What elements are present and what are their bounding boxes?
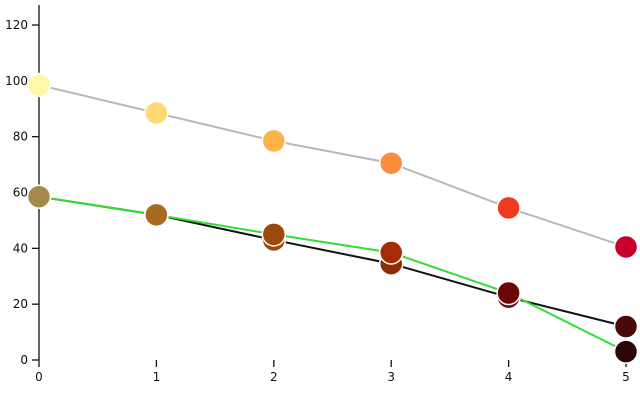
x-tick-label: 1 <box>153 370 161 384</box>
series-1-point <box>261 128 287 154</box>
y-tick-label: 80 <box>13 130 28 144</box>
series-3-point <box>613 339 639 364</box>
x-tick-label: 0 <box>35 370 43 384</box>
series-2-point <box>613 314 639 339</box>
series-3-point <box>378 240 404 265</box>
x-tick-label: 4 <box>505 370 513 384</box>
series-1-point <box>26 72 52 98</box>
series-3-line <box>38 195 627 353</box>
chart-axes: 0 20 40 60 80 100 120 0 1 2 3 4 5 <box>5 5 630 384</box>
series-3-point <box>26 184 52 209</box>
series-1-point <box>613 234 639 260</box>
y-tick-label: 100 <box>5 74 28 88</box>
y-tick-label: 120 <box>5 18 28 32</box>
series-3-point <box>144 202 169 228</box>
y-tick-label: 20 <box>13 297 28 311</box>
series-points <box>26 72 639 364</box>
x-tick-label: 2 <box>270 370 278 384</box>
series-lines <box>38 84 627 353</box>
series-1-line <box>38 84 627 248</box>
series-1-point <box>378 150 404 176</box>
series-3-point <box>496 280 521 306</box>
x-tick-label: 5 <box>622 370 630 384</box>
series-1-point <box>144 100 169 126</box>
y-tick-label: 40 <box>13 241 28 255</box>
series-3-point <box>261 222 287 247</box>
series-1-point <box>496 195 521 221</box>
y-tick-label: 0 <box>20 353 28 367</box>
x-tick-label: 3 <box>387 370 395 384</box>
y-tick-label: 60 <box>13 186 28 200</box>
